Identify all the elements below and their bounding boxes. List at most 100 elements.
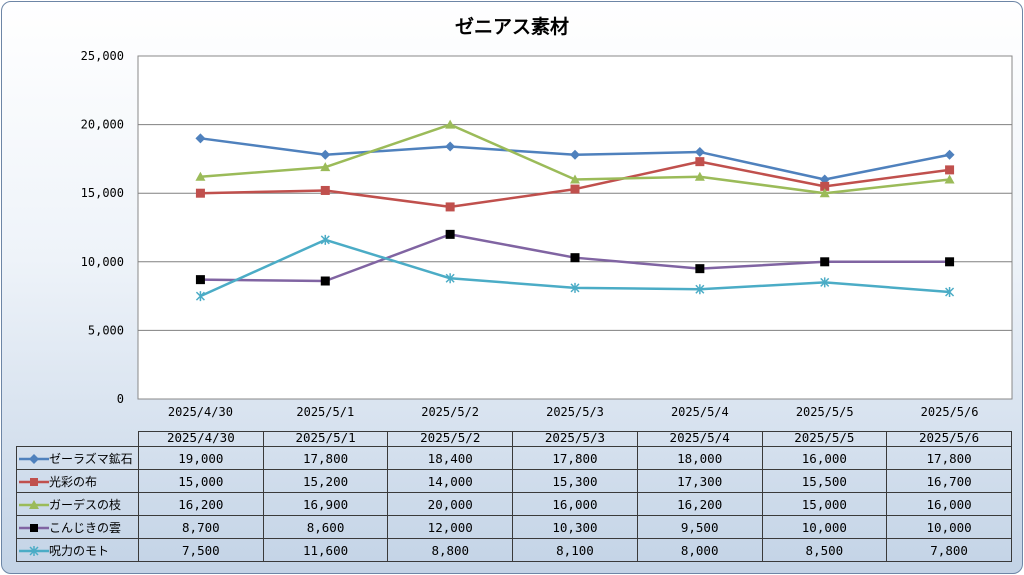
table-cell: 16,200 (636, 492, 763, 516)
data-point (819, 188, 830, 198)
data-point (694, 171, 705, 181)
table-cell: 10,300 (512, 515, 638, 539)
table-category-header: 2025/5/3 (512, 431, 638, 447)
table-header-row: 2025/4/30 2025/5/1 2025/5/2 2025/5/3 2025/5/… (17, 431, 1012, 447)
table-cell: 17,800 (886, 446, 1012, 470)
table-row: 呪力のモト 7,500 11,600 8,800 8,100 8,000 8,500 7,80… (16, 538, 1012, 562)
table-row: 光彩の布 15,000 15,200 14,000 15,300 17,300 15,500… (16, 469, 1012, 493)
data-point (445, 119, 456, 129)
data-point (320, 234, 330, 245)
table-cell: 10,000 (761, 515, 888, 539)
legend-key (19, 546, 49, 556)
legend-entry: 呪力のモト (16, 538, 139, 562)
table-row: ゼーラズマ鉱石 19,000 17,800 18,400 17,800 18,000 16,… (16, 446, 1012, 470)
table-cell: 12,000 (387, 515, 514, 539)
legend-entry: こんじきの雲 (16, 515, 139, 539)
table-category-header: 2025/5/4 (636, 431, 763, 447)
data-point (945, 257, 955, 267)
x-tick-label: 2025/5/6 (921, 405, 979, 419)
data-point (694, 147, 705, 158)
table-cell: 8,800 (387, 538, 514, 562)
data-point (445, 229, 455, 239)
y-tick-label: 15,000 (81, 186, 124, 200)
legend-entry: ゼーラズマ鉱石 (16, 446, 139, 470)
series-3 (195, 119, 955, 198)
table-cell: 20,000 (387, 492, 514, 516)
series-4 (195, 229, 955, 286)
data-point (944, 174, 955, 184)
legend-label: 呪力のモト (49, 543, 110, 558)
legend-key (19, 524, 49, 532)
legend-label: 光彩の布 (49, 474, 98, 489)
table-cell: 16,000 (886, 492, 1012, 516)
data-point (445, 141, 456, 152)
legend-key (19, 478, 49, 486)
data-point (695, 284, 705, 295)
table-corner (17, 432, 139, 447)
series-2 (195, 157, 955, 212)
table-cell: 16,700 (886, 469, 1012, 493)
table-category-header: 2025/5/6 (886, 431, 1012, 447)
legend-label: ガーデスの枝 (49, 497, 122, 512)
data-point (320, 162, 331, 172)
table-cell: 17,800 (262, 446, 389, 470)
data-point (195, 171, 206, 181)
y-tick-label: 10,000 (81, 255, 124, 269)
table-category-header: 2025/5/2 (387, 431, 514, 447)
data-point (944, 149, 955, 160)
legend-key (19, 454, 49, 464)
y-tick-label: 20,000 (81, 118, 124, 132)
data-point (570, 174, 580, 184)
data-point (195, 291, 205, 302)
y-axis-ticks: 25,000 20,000 15,000 10,000 5,000 0 (81, 49, 124, 406)
table-cell: 16,000 (761, 446, 888, 470)
table-cell: 19,000 (138, 446, 264, 470)
table-cell: 15,300 (512, 469, 638, 493)
table-cell: 15,200 (262, 469, 389, 493)
table-cell: 14,000 (387, 469, 514, 493)
chart-title: ゼニアス素材 (455, 15, 569, 38)
table-cell: 18,400 (387, 446, 514, 470)
table-cell: 8,600 (262, 515, 389, 539)
legend-label: ゼーラズマ鉱石 (49, 451, 133, 466)
data-point (820, 277, 830, 288)
data-point (820, 257, 830, 267)
data-point (570, 253, 580, 263)
data-point (320, 276, 330, 286)
legend-label: こんじきの雲 (49, 520, 122, 535)
data-point (195, 133, 206, 144)
x-tick-label: 2025/5/1 (296, 405, 354, 419)
data-point (945, 286, 955, 297)
table-cell: 8,000 (636, 538, 763, 562)
table-category-header: 2025/5/1 (262, 431, 389, 447)
data-point (195, 188, 205, 198)
x-tick-label: 2025/5/5 (796, 405, 854, 419)
table-cell: 7,500 (138, 538, 264, 562)
legend-entry: 光彩の布 (16, 469, 139, 493)
series-lines (195, 119, 955, 302)
table-cell: 16,000 (512, 492, 638, 516)
table-cell: 11,600 (262, 538, 389, 562)
data-point (320, 185, 330, 195)
x-tick-label: 2025/5/4 (671, 405, 729, 419)
table-cell: 8,700 (138, 515, 264, 539)
table-cell: 9,500 (636, 515, 763, 539)
data-point (320, 149, 331, 160)
y-tick-label: 0 (117, 392, 124, 406)
data-table: 2025/4/30 2025/5/1 2025/5/2 2025/5/3 2025/5/… (16, 431, 1012, 562)
data-point (570, 282, 580, 293)
x-tick-label: 2025/5/3 (546, 405, 604, 419)
table-cell: 17,800 (512, 446, 638, 470)
data-point (445, 273, 455, 284)
table-cell: 15,500 (761, 469, 888, 493)
legend-key (19, 500, 49, 509)
data-point (570, 184, 580, 194)
data-point (445, 202, 455, 212)
x-axis-ticks: 2025/4/30 2025/5/1 2025/5/2 2025/5/3 2025/5/… (168, 405, 979, 419)
y-tick-label: 5,000 (88, 323, 124, 337)
data-point (195, 275, 205, 285)
data-point (945, 165, 955, 175)
table-cell: 8,500 (761, 538, 888, 562)
